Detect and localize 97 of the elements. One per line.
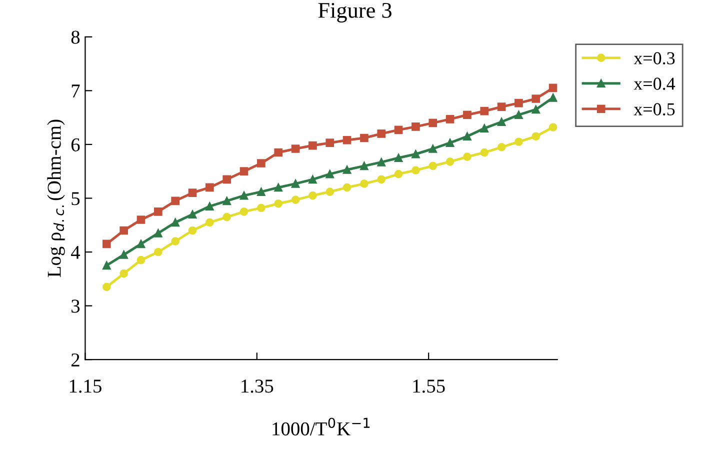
x-tick-label: 1.55 [413, 380, 445, 393]
point [428, 118, 438, 128]
point [480, 106, 489, 116]
point [532, 94, 540, 103]
point [171, 237, 180, 246]
point [120, 250, 128, 259]
y-tick-label: 4 [70, 246, 80, 259]
point [532, 105, 540, 114]
y-tick-label: 7 [72, 84, 80, 98]
point [548, 93, 558, 102]
y-axis-title: Log ρ$_{d.c.}$(Ohm-cm) [47, 120, 65, 278]
point [120, 269, 128, 278]
point [136, 240, 146, 248]
point [497, 142, 506, 152]
point [308, 175, 317, 184]
point [377, 158, 386, 166]
point [360, 162, 368, 170]
chart-title: Figure 3 [318, 2, 392, 22]
point [412, 166, 420, 174]
point [532, 132, 540, 141]
point [257, 204, 266, 212]
point [394, 154, 403, 162]
point [480, 124, 489, 132]
point [428, 144, 438, 153]
point [514, 138, 523, 146]
point [171, 218, 180, 227]
point [360, 134, 368, 142]
point [514, 98, 523, 108]
point [446, 115, 454, 124]
point [463, 110, 472, 120]
y-tick-label: 2 [71, 353, 80, 366]
point [377, 175, 386, 184]
point [274, 199, 283, 208]
point [206, 218, 214, 227]
point [257, 159, 266, 168]
point [102, 240, 111, 248]
y-tick-label: 3 [72, 300, 80, 313]
point [257, 188, 266, 196]
point [240, 191, 248, 200]
point [154, 208, 162, 216]
point [136, 256, 146, 264]
point [240, 167, 248, 176]
point [446, 138, 454, 147]
point [548, 123, 558, 132]
point [308, 191, 317, 200]
x-tick-label: 1.15 [70, 380, 102, 393]
point [274, 148, 283, 157]
point [206, 183, 214, 192]
point [222, 175, 232, 184]
point [171, 196, 180, 206]
legend-label: x=0.5 [634, 103, 675, 116]
x-axis-title: 1000/T$^{0}$K$^{−1}$ [272, 418, 370, 436]
point [360, 180, 368, 188]
point [394, 170, 403, 178]
point [342, 166, 352, 174]
point [412, 122, 420, 131]
point [154, 229, 162, 238]
point [394, 126, 403, 134]
point [412, 150, 420, 158]
point [120, 226, 128, 235]
point [446, 157, 454, 166]
point [326, 170, 334, 178]
y-tick-label: 8 [71, 30, 80, 44]
point [206, 202, 214, 210]
point [342, 183, 352, 192]
y-tick-label: 6 [71, 138, 80, 152]
point [463, 152, 472, 161]
point [188, 188, 197, 198]
point [326, 188, 334, 196]
point [497, 102, 506, 111]
point [342, 136, 352, 144]
point [377, 130, 386, 138]
x-tick-label: 1.35 [242, 380, 274, 393]
point [463, 132, 472, 141]
point [308, 141, 317, 150]
point [514, 110, 523, 120]
point [428, 162, 438, 170]
point [102, 261, 111, 270]
point [222, 212, 232, 222]
point [480, 148, 489, 157]
point [240, 208, 248, 216]
point [102, 282, 111, 292]
point [274, 183, 283, 192]
legend-label: x=0.3 [634, 52, 675, 64]
y-tick-label: 5 [72, 192, 80, 206]
point [136, 216, 146, 224]
point [188, 226, 197, 235]
point [222, 196, 232, 206]
point [188, 210, 197, 219]
point [154, 248, 162, 256]
point [548, 84, 558, 92]
point [497, 118, 506, 126]
legend-label: x=0.4 [634, 78, 676, 90]
point [291, 144, 300, 153]
point [326, 138, 334, 147]
point [291, 180, 300, 188]
point [291, 196, 300, 204]
